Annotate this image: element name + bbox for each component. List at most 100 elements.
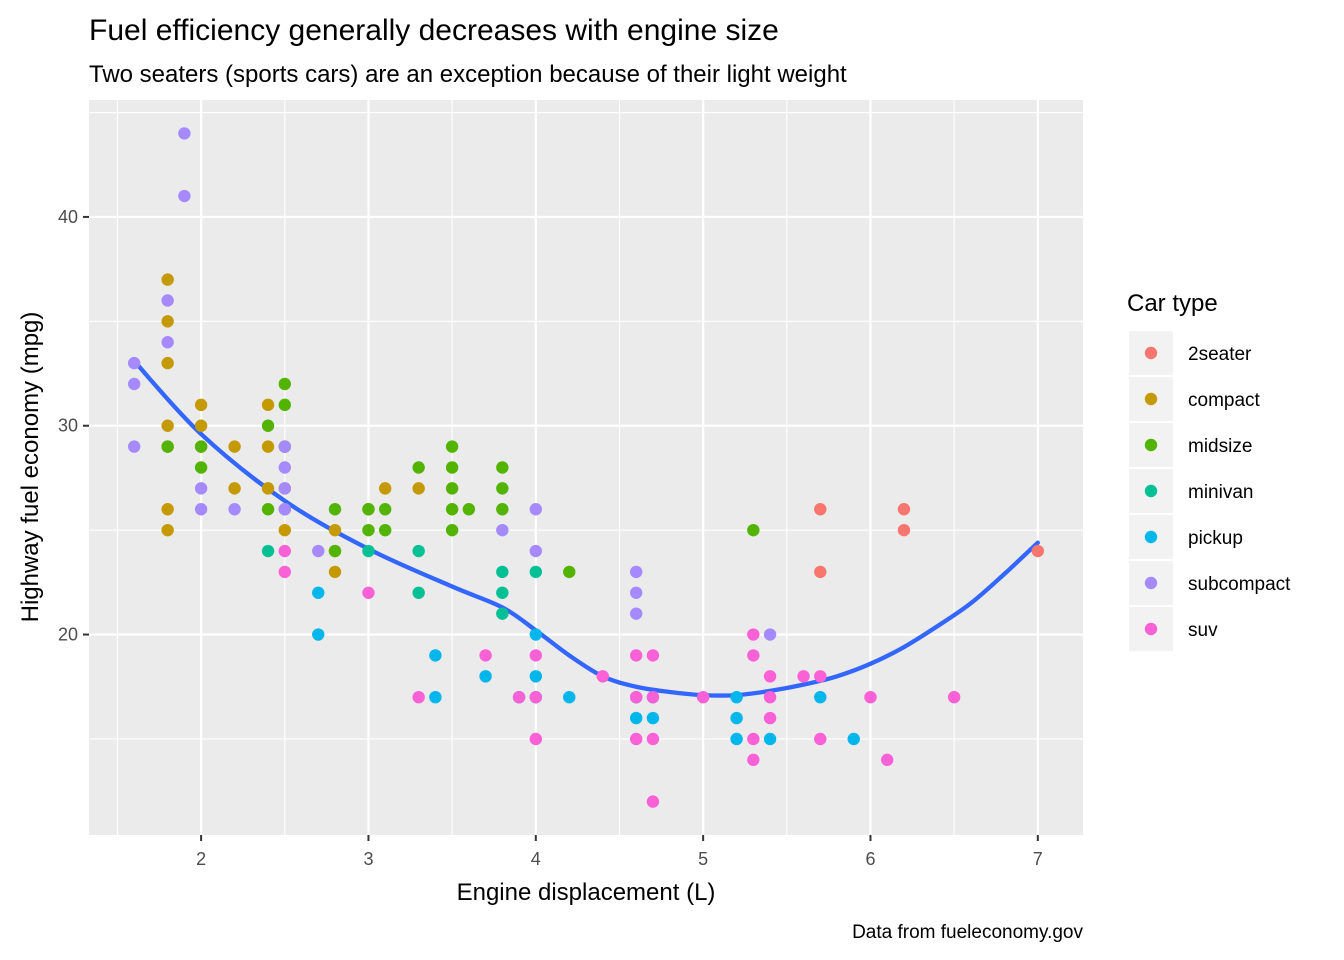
- point-subcompact: [178, 127, 191, 140]
- point-suv: [630, 649, 643, 662]
- y-tick-label: 40: [58, 207, 78, 227]
- point-midsize: [496, 482, 509, 495]
- point-suv: [529, 732, 542, 746]
- point-minivan: [261, 544, 275, 558]
- point-pickup: [847, 732, 860, 746]
- point-pickup: [529, 670, 542, 683]
- point-compact: [161, 419, 174, 432]
- x-tick-label: 6: [865, 849, 875, 869]
- point-subcompact: [529, 544, 542, 558]
- point-2seater: [897, 523, 911, 537]
- x-tick-label: 2: [196, 849, 206, 869]
- point-midsize: [496, 461, 509, 474]
- point-pickup: [429, 649, 442, 662]
- legend-label-2seater: 2seater: [1188, 344, 1252, 365]
- point-subcompact: [161, 336, 174, 349]
- point-midsize: [378, 523, 392, 537]
- x-tick-label: 5: [698, 849, 708, 869]
- legend-title: Car type: [1127, 290, 1218, 317]
- point-suv: [630, 732, 643, 746]
- point-compact: [194, 419, 208, 432]
- point-subcompact: [178, 189, 191, 203]
- point-midsize: [278, 377, 291, 391]
- point-pickup: [312, 586, 325, 599]
- point-suv: [797, 670, 810, 683]
- point-pickup: [429, 690, 442, 704]
- x-tick-label: 3: [363, 849, 373, 869]
- point-suv: [763, 711, 777, 725]
- legend-label-midsize: midsize: [1188, 436, 1252, 457]
- point-suv: [412, 690, 425, 704]
- point-pickup: [646, 711, 660, 725]
- point-compact: [278, 523, 291, 537]
- point-suv: [596, 670, 609, 683]
- point-midsize: [328, 503, 342, 516]
- point-suv: [763, 690, 777, 704]
- point-midsize: [261, 503, 275, 516]
- point-suv: [763, 670, 777, 683]
- legend-marker-subcompact: [1144, 576, 1158, 590]
- point-minivan: [496, 565, 509, 579]
- point-compact: [378, 482, 392, 495]
- point-minivan: [529, 565, 542, 579]
- y-tick-label: 30: [58, 416, 78, 436]
- point-subcompact: [278, 482, 291, 495]
- point-suv: [278, 544, 291, 558]
- point-suv: [947, 690, 961, 704]
- point-midsize: [412, 461, 425, 474]
- point-suv: [747, 732, 760, 746]
- point-subcompact: [312, 544, 325, 558]
- legend-marker-2seater: [1144, 346, 1158, 360]
- legend-label-minivan: minivan: [1188, 482, 1253, 503]
- point-minivan: [496, 607, 509, 620]
- point-midsize: [328, 544, 342, 558]
- point-suv: [646, 732, 660, 746]
- point-2seater: [814, 565, 827, 579]
- point-suv: [646, 649, 660, 662]
- caption: Data from fueleconomy.gov: [852, 922, 1083, 943]
- point-suv: [864, 690, 877, 704]
- point-suv: [512, 690, 526, 704]
- point-subcompact: [278, 461, 291, 474]
- point-suv: [646, 795, 660, 808]
- chart-title: Fuel efficiency generally decreases with…: [89, 14, 779, 47]
- point-suv: [646, 690, 660, 704]
- point-compact: [412, 482, 425, 495]
- point-subcompact: [278, 503, 291, 516]
- point-subcompact: [278, 440, 291, 453]
- point-midsize: [378, 503, 392, 516]
- point-midsize: [445, 523, 459, 537]
- point-midsize: [161, 440, 174, 453]
- point-compact: [261, 440, 275, 453]
- legend-marker-suv: [1144, 622, 1158, 636]
- point-suv: [278, 565, 291, 579]
- chart-subtitle: Two seaters (sports cars) are an excepti…: [89, 61, 847, 88]
- legend: Car type 2seater compact midsize minivan pic…: [1127, 290, 1291, 651]
- point-compact: [328, 523, 342, 537]
- point-subcompact: [763, 628, 777, 641]
- point-subcompact: [496, 523, 509, 537]
- point-pickup: [312, 628, 325, 641]
- point-suv: [814, 670, 827, 683]
- point-pickup: [630, 711, 643, 725]
- point-compact: [161, 273, 174, 286]
- point-minivan: [412, 544, 425, 558]
- point-compact: [261, 398, 275, 412]
- point-compact: [161, 523, 174, 537]
- point-suv: [881, 753, 894, 767]
- point-midsize: [194, 440, 208, 453]
- point-midsize: [563, 565, 576, 579]
- y-axis: 20 30 40: [58, 207, 89, 645]
- x-tick-label: 7: [1033, 849, 1043, 869]
- point-pickup: [479, 670, 492, 683]
- point-midsize: [747, 523, 760, 537]
- point-midsize: [445, 503, 459, 516]
- point-compact: [161, 356, 174, 370]
- point-suv: [747, 628, 760, 641]
- x-axis-title: Engine displacement (L): [457, 879, 716, 906]
- point-suv: [747, 649, 760, 662]
- point-minivan: [496, 586, 509, 599]
- x-axis: 2 3 4 5 6 7: [196, 835, 1043, 869]
- point-midsize: [496, 503, 509, 516]
- legend-label-pickup: pickup: [1188, 528, 1243, 549]
